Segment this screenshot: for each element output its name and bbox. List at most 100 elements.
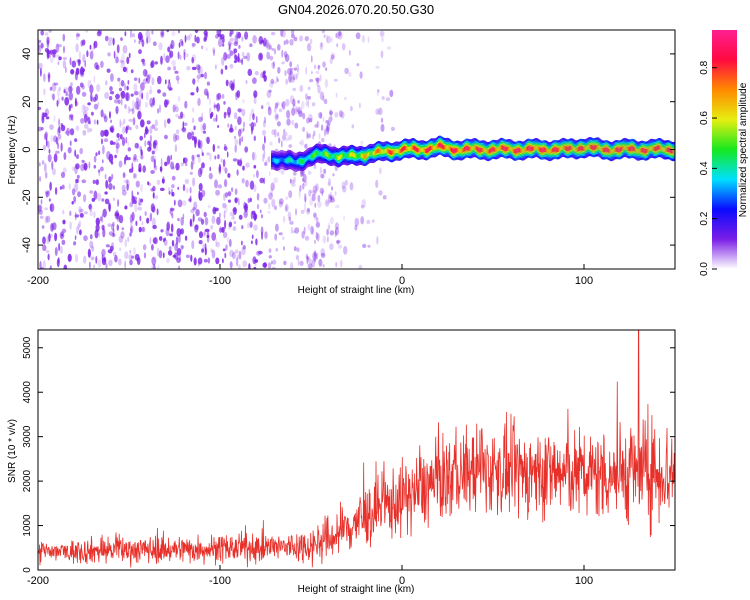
noise-blob: [109, 111, 111, 119]
snr-y-tick-label: 4000: [22, 381, 33, 404]
noise-blob: [132, 157, 137, 163]
noise-blob: [274, 233, 278, 241]
noise-blob: [87, 102, 91, 106]
noise-blob: [167, 118, 171, 124]
noise-blob: [94, 62, 99, 70]
signal-track-cell: [342, 153, 344, 158]
noise-blob: [229, 63, 234, 69]
snr-x-tick-label: 100: [575, 575, 593, 587]
noise-blob: [189, 171, 193, 175]
noise-blob: [175, 134, 180, 141]
signal-track-cell: [607, 147, 609, 153]
noise-blob: [197, 156, 201, 164]
noise-blob: [326, 35, 332, 44]
signal-track-cell: [546, 148, 548, 153]
noise-blob: [80, 163, 85, 172]
noise-blob: [104, 191, 108, 195]
noise-blob: [160, 55, 163, 65]
signal-track-cell: [276, 159, 278, 164]
signal-track-cell: [562, 145, 564, 150]
noise-blob: [184, 34, 187, 43]
signal-track-cell: [588, 144, 590, 149]
noise-blob: [293, 246, 297, 252]
noise-blob: [146, 217, 150, 224]
noise-blob: [215, 114, 218, 122]
noise-blob: [193, 125, 196, 131]
noise-blob: [270, 182, 275, 191]
noise-blob: [222, 43, 225, 47]
noise-blob: [181, 40, 184, 47]
noise-blob: [153, 158, 156, 169]
noise-blob: [289, 178, 292, 184]
noise-blob: [57, 134, 62, 140]
signal-track-cell: [598, 145, 600, 150]
signal-track-cell: [671, 149, 673, 154]
noise-blob: [40, 30, 44, 36]
noise-blob: [199, 140, 203, 150]
signal-track-cell: [493, 147, 495, 152]
noise-blob: [101, 253, 104, 262]
noise-blob: [41, 160, 45, 165]
signal-track-cell: [347, 153, 349, 159]
noise-blob: [118, 258, 122, 266]
noise-blob: [89, 240, 94, 249]
noise-blob: [229, 37, 234, 42]
noise-blob: [152, 185, 156, 192]
signal-track-cell: [603, 147, 605, 153]
noise-blob: [47, 190, 51, 197]
noise-blob: [328, 195, 333, 203]
noise-blob: [162, 176, 165, 185]
noise-blob: [223, 210, 226, 220]
noise-blob: [68, 183, 71, 190]
noise-blob: [254, 262, 257, 267]
noise-blob: [136, 101, 140, 110]
noise-blob: [292, 171, 297, 176]
signal-track-cell: [605, 147, 607, 152]
noise-blob: [259, 53, 262, 59]
noise-blob: [299, 106, 303, 115]
noise-blob: [326, 122, 330, 132]
noise-blob: [274, 106, 277, 114]
noise-blob: [96, 119, 99, 125]
noise-blob: [203, 88, 209, 96]
noise-blob: [113, 185, 115, 190]
signal-track-cell: [602, 147, 604, 153]
noise-blob: [140, 149, 143, 156]
signal-track-cell: [470, 146, 472, 151]
noise-blob: [206, 231, 210, 238]
noise-blob: [224, 112, 228, 116]
signal-track-cell: [617, 147, 619, 152]
noise-blob: [231, 187, 234, 193]
signal-track-cell: [386, 148, 388, 153]
noise-blob: [138, 49, 142, 55]
noise-blob: [98, 169, 101, 177]
noise-blob: [159, 104, 161, 113]
noise-blob: [316, 79, 319, 88]
spectrogram-x-tick-label: -100: [209, 275, 231, 287]
noise-blob: [312, 134, 315, 140]
signal-track-cell: [520, 148, 522, 153]
noise-blob: [335, 262, 338, 268]
noise-blob: [176, 228, 182, 237]
noise-blob: [317, 200, 322, 208]
noise-blob: [338, 30, 342, 37]
noise-blob: [303, 226, 306, 235]
signal-track-cell: [592, 145, 594, 150]
signal-track-cell: [567, 146, 569, 151]
noise-blob: [292, 87, 297, 92]
noise-blob: [128, 108, 134, 112]
signal-track-cell: [569, 146, 571, 151]
noise-blob: [151, 244, 154, 251]
noise-blob: [227, 191, 232, 197]
noise-blob: [119, 133, 123, 140]
noise-blob: [237, 108, 242, 113]
noise-blob: [130, 227, 132, 234]
noise-blob: [123, 179, 128, 184]
signal-track-cell: [488, 149, 490, 154]
noise-blob: [107, 40, 112, 46]
noise-blob: [165, 55, 170, 63]
signal-track-cell: [649, 146, 651, 152]
noise-blob: [228, 221, 233, 228]
noise-blob: [237, 159, 243, 167]
